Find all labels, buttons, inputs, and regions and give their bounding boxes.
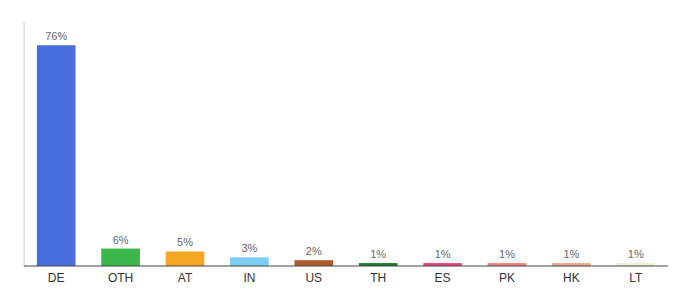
bars: [37, 45, 655, 266]
chart-container: DE OTH AT IN US TH ES PK HK LT 76% 6% 5% 3% 2% 1% 1% 1% 1%…: [0, 0, 680, 300]
bar: [166, 251, 205, 266]
data-label: 1%: [435, 248, 451, 260]
data-label: 1%: [370, 248, 386, 260]
x-tick-label: HK: [563, 271, 580, 285]
x-tick-label: LT: [629, 271, 643, 285]
bar: [37, 45, 76, 266]
data-label: 5%: [177, 236, 193, 248]
x-tick-label: OTH: [108, 271, 133, 285]
x-axis-line: [24, 266, 668, 267]
data-label: 1%: [563, 248, 579, 260]
x-tick-label: AT: [178, 271, 193, 285]
x-tick-label: PK: [499, 271, 515, 285]
data-label: 76%: [45, 30, 67, 42]
bar: [101, 249, 140, 266]
x-tick-label: DE: [48, 271, 65, 285]
y-axis-line: [24, 22, 25, 266]
x-tick-label: IN: [243, 271, 255, 285]
data-label: 1%: [499, 248, 515, 260]
data-label: 6%: [113, 234, 129, 246]
data-label: 1%: [628, 248, 644, 260]
x-tick-label: US: [305, 271, 322, 285]
data-label: 3%: [241, 242, 257, 254]
bar: [230, 257, 269, 266]
x-tick-label: TH: [370, 271, 386, 285]
chart: DE OTH AT IN US TH ES PK HK LT 76% 6% 5% 3% 2% 1% 1% 1% 1%…: [0, 0, 680, 300]
data-label: 2%: [306, 245, 322, 257]
x-tick-label: ES: [435, 271, 451, 285]
bar: [294, 260, 333, 266]
